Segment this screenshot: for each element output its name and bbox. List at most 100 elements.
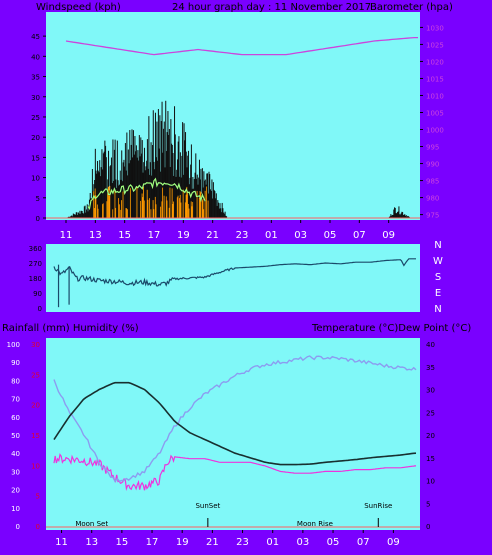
- right-tick-label: 1030: [426, 24, 444, 32]
- compass-label: N: [434, 304, 441, 315]
- left-tick-label: 30: [31, 94, 40, 102]
- gust-line: [87, 177, 206, 211]
- header-left: Windspeed (kph): [36, 2, 121, 13]
- right-tick-label: 1005: [426, 109, 444, 117]
- left-tick-label: 15: [31, 154, 40, 162]
- compass-label: E: [435, 288, 441, 299]
- temp-tick-label: 40: [426, 341, 435, 349]
- annotation-label: SunSet: [195, 502, 220, 510]
- humidity-tick-label: 70: [11, 396, 20, 404]
- header-center: 24 hour graph day : 11 November 2017: [172, 2, 371, 13]
- rain-tick-label: 5: [36, 493, 40, 501]
- right-tick-label: 1015: [426, 75, 444, 83]
- x-tick-label: 03: [294, 230, 307, 241]
- left-tick-label: 40: [31, 53, 40, 61]
- x-tick-label: 17: [146, 537, 159, 548]
- compass-label: N: [434, 240, 441, 251]
- x-tick-label: 07: [353, 230, 366, 241]
- dir-tick-label: 180: [29, 275, 42, 283]
- left-tick-label: 45: [31, 33, 40, 41]
- temp-tick-label: 0: [426, 523, 430, 531]
- x-tick-label: 05: [324, 230, 337, 241]
- x-tick-label: 21: [206, 230, 219, 241]
- x-tick-label: 11: [55, 537, 68, 548]
- humidity-tick-label: 0: [16, 523, 20, 531]
- temp-tick-label: 10: [426, 478, 435, 486]
- x-tick-label: 09: [382, 230, 395, 241]
- x-tick-label: 23: [236, 537, 249, 548]
- left-tick-label: 0: [36, 215, 40, 223]
- x-tick-label: 01: [265, 230, 278, 241]
- humidity-tick-label: 60: [11, 414, 20, 422]
- humidity-tick-label: 20: [11, 487, 20, 495]
- right-tick-label: 1020: [426, 58, 444, 66]
- x-tick-label: 03: [297, 537, 310, 548]
- right-tick-label: 1025: [426, 41, 444, 49]
- right-tick-label: 980: [426, 195, 439, 203]
- right-tick-label: 985: [426, 178, 439, 186]
- left-tick-label: 20: [31, 134, 40, 142]
- temp-tick-label: 20: [426, 432, 435, 440]
- dir-tick-label: 360: [29, 245, 42, 253]
- x-tick-label: 19: [176, 537, 189, 548]
- x-tick-label: 23: [236, 230, 249, 241]
- annotation-label: Moon Set: [75, 520, 108, 528]
- humidity-tick-label: 10: [11, 505, 20, 513]
- plot-area: [46, 338, 420, 530]
- x-tick-label: 13: [89, 230, 102, 241]
- x-tick-label: 17: [148, 230, 161, 241]
- left-tick-label: 25: [31, 114, 40, 122]
- rain-tick-label: 30: [31, 341, 40, 349]
- dewpoint-line: [53, 355, 417, 483]
- temp-tick-label: 15: [426, 455, 435, 463]
- left-tick-label: 35: [31, 74, 40, 82]
- humidity-tick-label: 50: [11, 432, 20, 440]
- temp-header-left: Rainfall (mm) Humidity (%): [2, 323, 139, 334]
- x-tick-label: 07: [357, 537, 370, 548]
- x-tick-label: 15: [116, 537, 129, 548]
- right-tick-label: 995: [426, 144, 439, 152]
- temp-humidity-panel: 0 10 20 30 40 50 60 70 80 90 100 0 5 10 15 20 25 30 0 5 10 15…: [7, 338, 435, 548]
- annotation-label: Moon Rise: [297, 520, 333, 528]
- plot-area: [46, 244, 420, 312]
- temp-tick-label: 5: [426, 500, 430, 508]
- dir-tick-label: 90: [33, 290, 42, 298]
- barometer-line: [65, 36, 418, 56]
- humidity-tick-label: 80: [11, 377, 20, 385]
- dir-tick-label: 270: [29, 260, 42, 268]
- rain-tick-label: 10: [31, 462, 40, 470]
- direction-line: [53, 258, 416, 287]
- x-tick-label: 21: [206, 537, 219, 548]
- header-right: Barometer (hpa): [370, 2, 453, 13]
- temp-tick-label: 25: [426, 409, 435, 417]
- left-tick-label: 10: [31, 175, 40, 183]
- rain-tick-label: 25: [31, 371, 40, 379]
- x-tick-label: 13: [85, 537, 98, 548]
- wind-baro-panel: 0510152025303540459759809859909951000100…: [31, 12, 444, 241]
- rain-tick-label: 20: [31, 402, 40, 410]
- rain-tick-label: 15: [31, 432, 40, 440]
- temp-header-right: Temperature (°C)Dew Point (°C): [311, 323, 471, 334]
- humidity-tick-label: 90: [11, 359, 20, 367]
- rain-tick-label: 0: [36, 523, 40, 531]
- compass-label: S: [435, 272, 441, 283]
- humidity-tick-label: 40: [11, 450, 20, 458]
- right-tick-label: 1010: [426, 92, 444, 100]
- right-tick-label: 990: [426, 161, 439, 169]
- left-tick-label: 5: [36, 195, 40, 203]
- temp-tick-label: 30: [426, 387, 435, 395]
- temperature-line: [53, 381, 417, 466]
- right-tick-label: 1000: [426, 127, 444, 135]
- annotation-label: SunRise: [364, 502, 392, 510]
- humidity-tick-label: 100: [7, 341, 20, 349]
- compass-label: W: [433, 256, 443, 267]
- temp-tick-label: 35: [426, 364, 435, 372]
- right-tick-label: 975: [426, 212, 439, 220]
- x-tick-label: 19: [177, 230, 190, 241]
- dir-tick-label: 0: [38, 305, 42, 313]
- humidity-tick-label: 30: [11, 468, 20, 476]
- x-tick-label: 15: [118, 230, 131, 241]
